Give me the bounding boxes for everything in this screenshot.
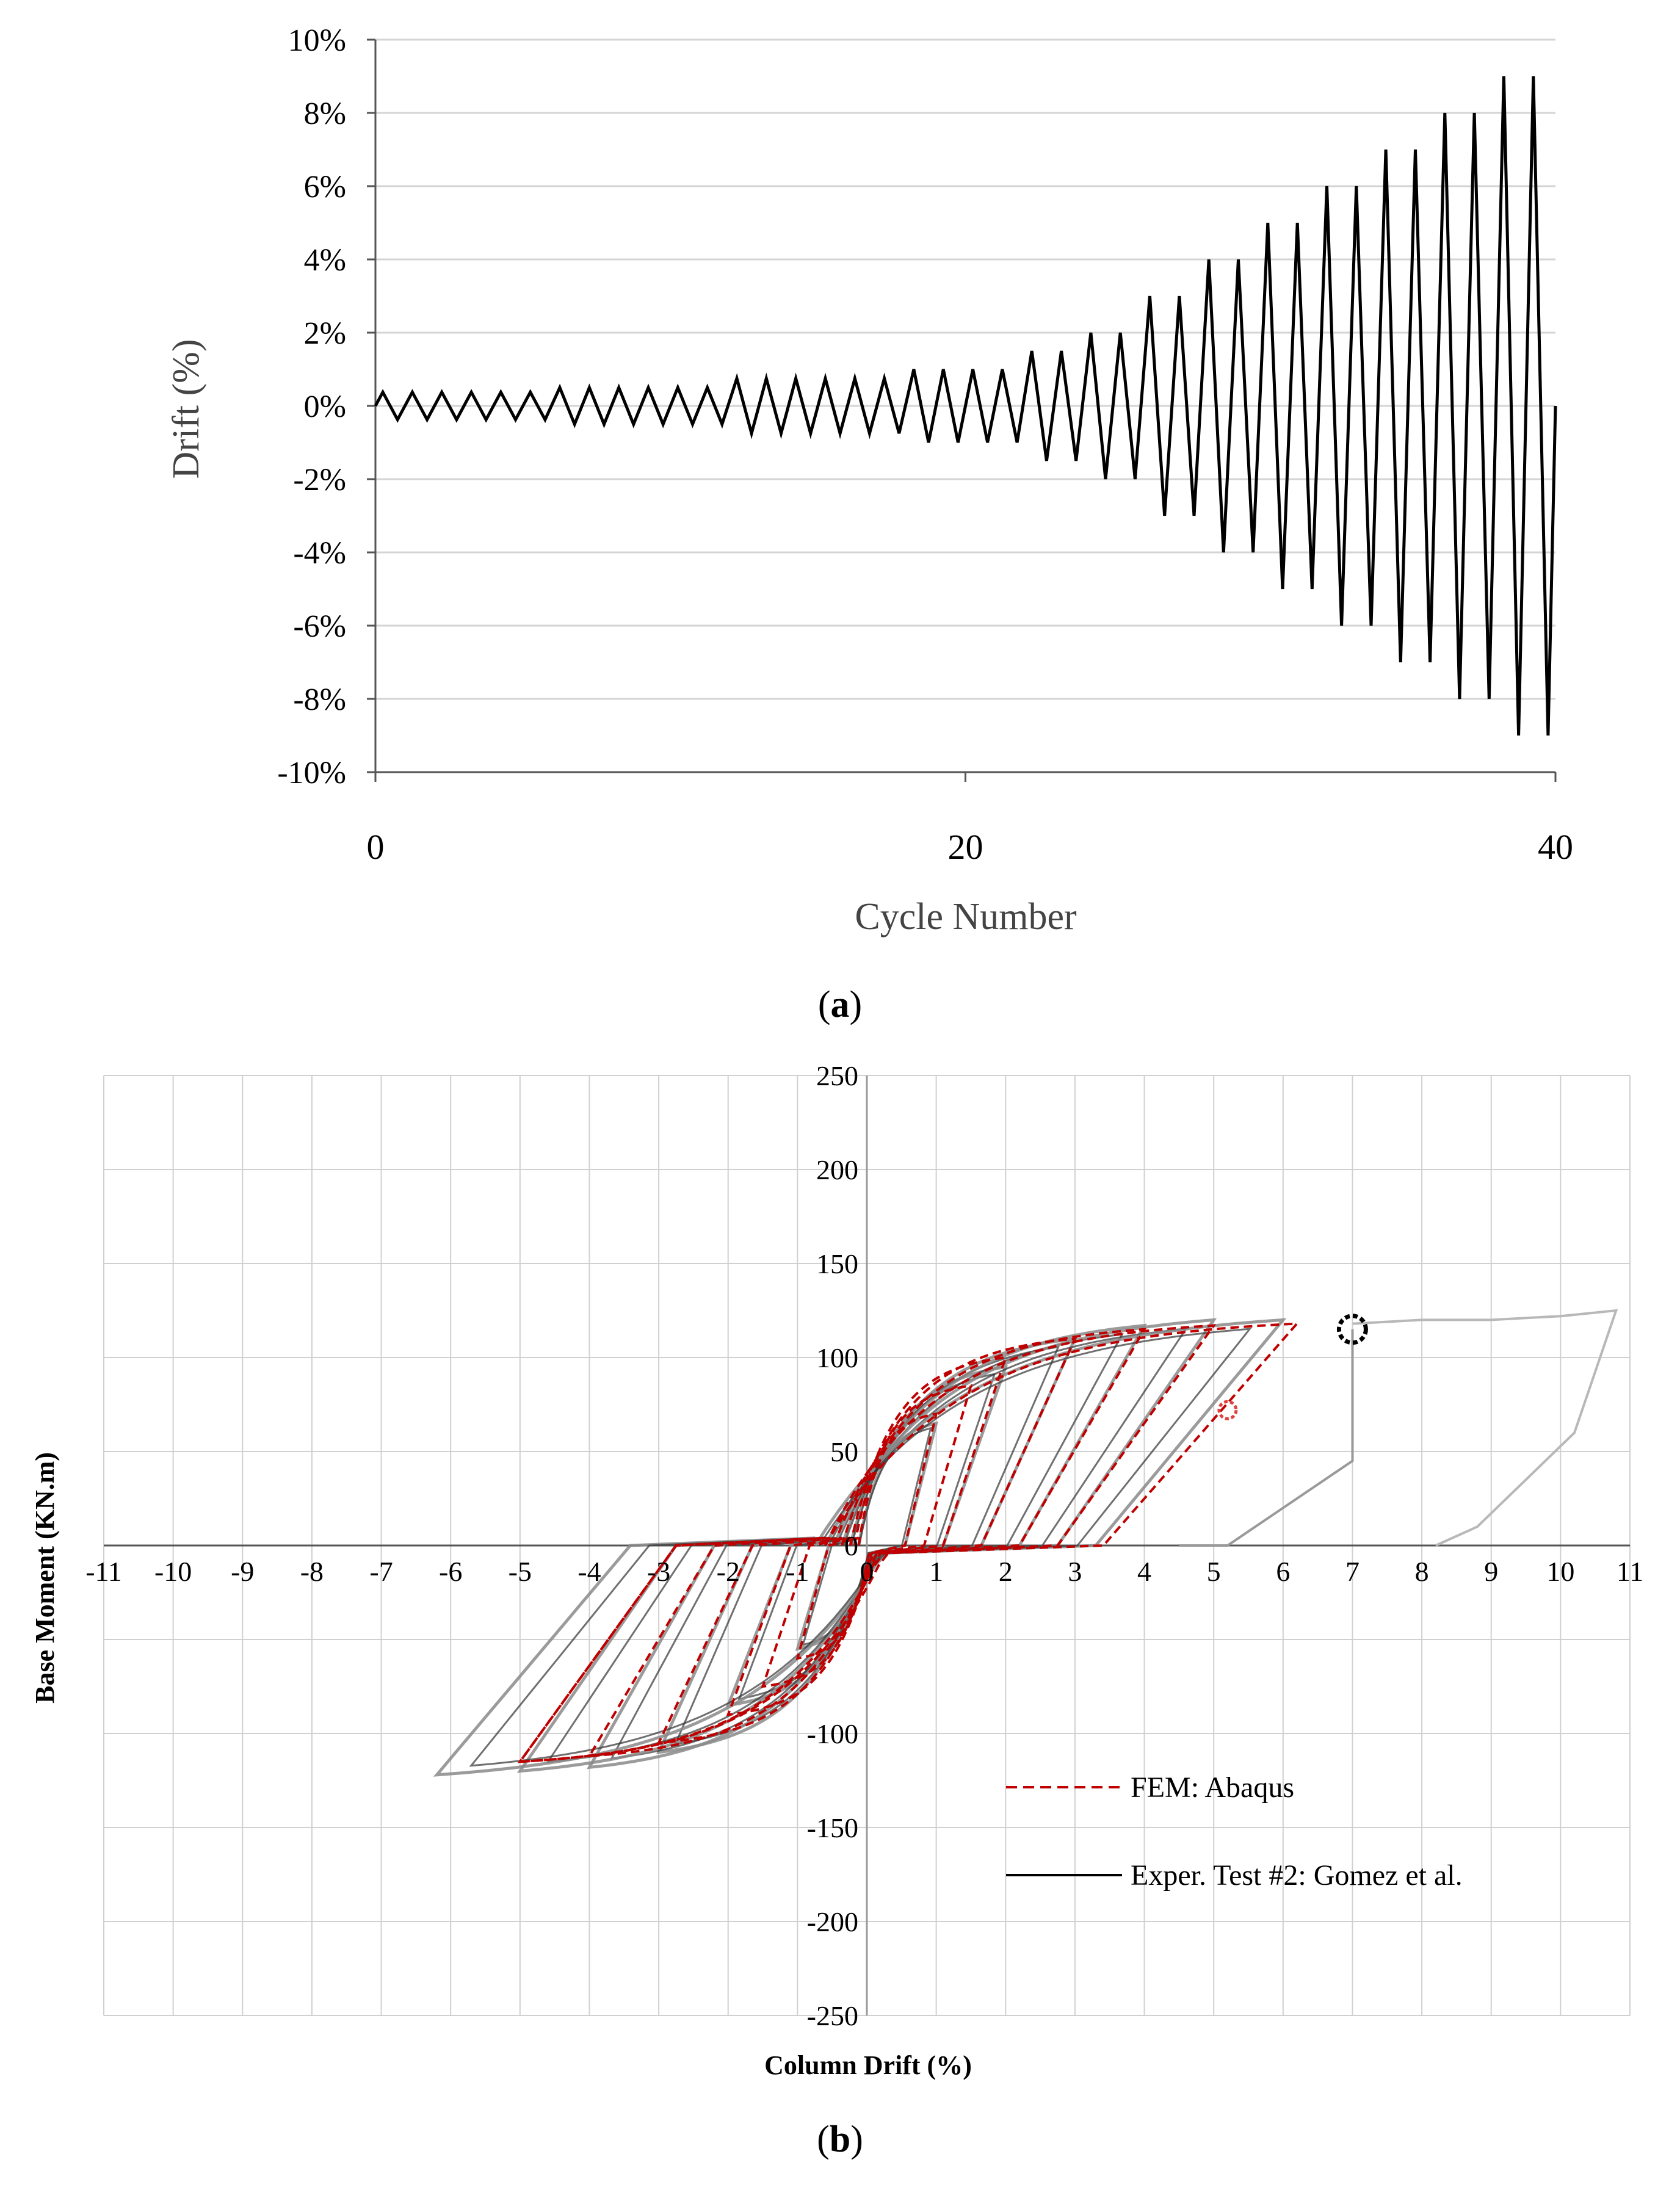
panel-b-x-tick-label: 4 [1137, 1556, 1151, 1587]
fem-hysteresis-loop [761, 1384, 973, 1688]
panel-a-drift-protocol-chart: 10% 8% 6% 4% 2% 0% -2% -4% -6% -8% -10% 0 20 40 Drift… [165, 23, 1573, 1025]
panel-b-x-tick-label: 7 [1345, 1556, 1360, 1587]
panel-b-x-tick-label: -1 [786, 1556, 809, 1587]
panel-b-y-axis-title: Base Moment (KN.m) [30, 1452, 60, 1704]
panel-a-x-tick-label: 0 [367, 827, 385, 867]
panel-a-x-axis-title: Cycle Number [855, 896, 1077, 938]
panel-b-x-tick-label: 1 [929, 1556, 943, 1587]
experiment-post-failure-branch [1352, 1309, 1618, 1547]
panel-b-x-tick-label: -4 [578, 1556, 601, 1587]
experiment-failure-marker [1336, 1314, 1368, 1345]
panel-a-series [374, 76, 1557, 736]
panel-b-x-tick-label: -3 [647, 1556, 670, 1587]
panel-b-x-tick-label: 8 [1415, 1556, 1429, 1587]
panel-b-x-tick-label: 2 [999, 1556, 1013, 1587]
panel-b-y-tick-label: -250 [807, 2000, 858, 2031]
panel-b-y-tick-label: 0 [844, 1530, 858, 1561]
panel-b-x-tick-label: -11 [85, 1556, 122, 1587]
panel-b-y-tick-label: 100 [816, 1342, 858, 1373]
legend-fem-label: FEM: Abaqus [1131, 1771, 1294, 1804]
panel-b-y-tick-label: 200 [816, 1154, 858, 1185]
panel-a-y-tick-label: 6% [304, 170, 346, 204]
panel-b-x-tick-label: 10 [1546, 1556, 1574, 1587]
panel-b-x-tick-label: -7 [369, 1556, 393, 1587]
panel-b-y-tick-label: -200 [807, 1906, 858, 1937]
panel-b-x-tick-label: -2 [717, 1556, 740, 1587]
panel-a-y-tick-label: -10% [277, 756, 346, 790]
panel-b-y-tick-label: -100 [807, 1718, 858, 1749]
panel-b-x-tick-label: -6 [439, 1556, 462, 1587]
panel-a-drift-series-line [374, 76, 1557, 736]
panel-a-y-tick-label: 10% [288, 23, 346, 58]
panel-b-x-tick-label: -10 [154, 1556, 192, 1587]
panel-b-x-tick-label: -5 [509, 1556, 532, 1587]
panel-a-y-tick-label: -8% [293, 682, 346, 717]
panel-b-x-tick-label: 5 [1207, 1556, 1221, 1587]
panel-b-x-tick-label: 3 [1068, 1556, 1082, 1587]
panel-b-legend: FEM: Abaqus Exper. Test #2: Gomez et al. [1006, 1771, 1463, 1892]
panel-a-caption: (a) [818, 984, 862, 1025]
panel-a-y-tick-label: -2% [293, 463, 346, 497]
panel-b-x-tick-label: -8 [300, 1556, 324, 1587]
panel-b-moment-drift-chart: -11 -10 -9 -8 -7 -6 -5 -4 -3 -2 -1 0 1 2 3 4 5 6 7 8 9 10 1125… [30, 1060, 1643, 2160]
panel-b-x-tick-label: 0 [860, 1556, 874, 1587]
fem-hysteresis-loop [517, 1324, 1217, 1763]
fem-hysteresis-loop [587, 1328, 1147, 1758]
panel-a-y-tick-label: 8% [304, 96, 346, 131]
panel-b-series [433, 1309, 1618, 1777]
panel-a-caption-letter: a [831, 984, 850, 1025]
panel-b-y-tick-label: 50 [830, 1436, 858, 1467]
panel-a-tick-labels: 10% 8% 6% 4% 2% 0% -2% -4% -6% -8% -10% 0 20 40 [277, 23, 1573, 867]
panel-b-x-axis-title: Column Drift (%) [764, 2050, 972, 2080]
panel-a-y-tick-label: -4% [293, 536, 346, 571]
panel-b-tick-labels: -11 -10 -9 -8 -7 -6 -5 -4 -3 -2 -1 0 1 2 3 4 5 6 7 8 9 10 1125… [85, 1060, 1643, 2031]
panel-a-y-tick-label: -6% [293, 609, 346, 644]
panel-b-y-tick-label: -150 [807, 1812, 858, 1843]
legend-experiment-label: Exper. Test #2: Gomez et al. [1131, 1859, 1463, 1892]
panel-a-y-tick-label: 2% [304, 316, 346, 351]
fem-hysteresis-loop [795, 1412, 938, 1660]
panel-b-axes [104, 1076, 1630, 2015]
fem-failure-marker [1217, 1400, 1238, 1420]
panel-a-y-axis-title: Drift (%) [165, 339, 207, 479]
panel-b-caption-letter: b [830, 2119, 850, 2160]
panel-b-x-tick-label: 6 [1276, 1556, 1290, 1587]
panel-b-caption: (b) [817, 2119, 863, 2160]
panel-b-x-tick-label: 11 [1617, 1556, 1643, 1587]
panel-a-y-tick-label: 4% [304, 243, 346, 278]
panel-b-y-tick-label: 150 [816, 1248, 858, 1279]
panel-b-x-tick-label: -9 [231, 1556, 254, 1587]
panel-b-y-tick-label: 250 [816, 1060, 858, 1091]
panel-a-x-tick-label: 40 [1538, 827, 1573, 867]
panel-a-x-tick-label: 20 [948, 827, 983, 867]
fem-hysteresis-loop [517, 1322, 1300, 1763]
experiment-unloading-branch [1179, 1329, 1354, 1547]
fem-hysteresis-loop [726, 1356, 1008, 1716]
panel-b-x-tick-label: 9 [1484, 1556, 1498, 1587]
panel-a-y-tick-label: 0% [304, 389, 346, 424]
